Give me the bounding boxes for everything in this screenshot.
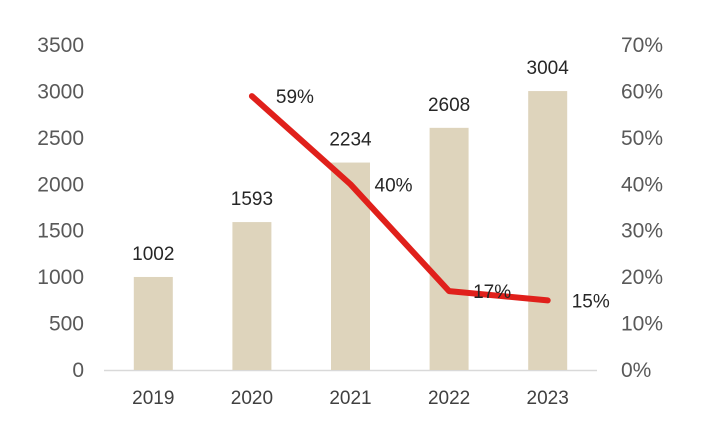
left-tick-label: 0 bbox=[72, 359, 84, 382]
right-tick-label: 30% bbox=[621, 220, 663, 243]
x-tick-label: 2023 bbox=[527, 388, 569, 409]
right-tick-label: 10% bbox=[621, 313, 663, 336]
right-tick-label: 40% bbox=[621, 173, 663, 196]
right-tick-label: 50% bbox=[621, 127, 663, 150]
line-data-label: 59% bbox=[276, 87, 314, 108]
bar-data-label: 1002 bbox=[132, 244, 174, 265]
bar-data-label: 3004 bbox=[527, 58, 570, 79]
bar bbox=[331, 162, 370, 370]
left-tick-label: 1500 bbox=[37, 220, 84, 243]
growth-line bbox=[248, 93, 551, 304]
bar-data-label: 2608 bbox=[428, 95, 470, 116]
line-data-label: 17% bbox=[473, 282, 511, 303]
line-data-labels: 59% 40% 17% 15% bbox=[276, 87, 610, 312]
left-axis-ticks: 0 500 1000 1500 2000 2500 3000 3500 bbox=[37, 34, 84, 382]
x-axis-ticks: 2019 2020 2021 2022 2023 bbox=[132, 388, 569, 409]
right-tick-label: 60% bbox=[621, 80, 663, 103]
bar bbox=[232, 222, 272, 370]
right-tick-label: 70% bbox=[621, 34, 663, 57]
x-tick-label: 2022 bbox=[428, 388, 470, 409]
left-tick-label: 3500 bbox=[37, 34, 84, 57]
bar-series bbox=[133, 91, 568, 371]
x-tick-label: 2020 bbox=[231, 388, 273, 409]
left-tick-label: 1000 bbox=[37, 266, 84, 289]
bar-data-label: 1593 bbox=[231, 189, 273, 210]
bar bbox=[133, 276, 173, 370]
left-tick-label: 500 bbox=[49, 313, 84, 336]
left-tick-label: 2000 bbox=[37, 173, 84, 196]
right-tick-label: 20% bbox=[621, 266, 663, 289]
right-axis-ticks: 0% 10% 20% 30% 40% 50% 60% 70% bbox=[621, 34, 663, 382]
x-tick-label: 2021 bbox=[329, 388, 371, 409]
line-data-label: 15% bbox=[572, 291, 610, 312]
right-tick-label: 0% bbox=[621, 359, 651, 382]
line-data-label: 40% bbox=[375, 175, 413, 196]
bar bbox=[528, 91, 568, 371]
bar bbox=[429, 127, 469, 370]
left-tick-label: 3000 bbox=[37, 80, 84, 103]
bar-data-label: 2234 bbox=[329, 130, 372, 151]
left-tick-label: 2500 bbox=[37, 127, 84, 150]
bar-data-labels: 1002 1593 2234 2608 3004 bbox=[132, 58, 569, 265]
x-tick-label: 2019 bbox=[132, 388, 174, 409]
